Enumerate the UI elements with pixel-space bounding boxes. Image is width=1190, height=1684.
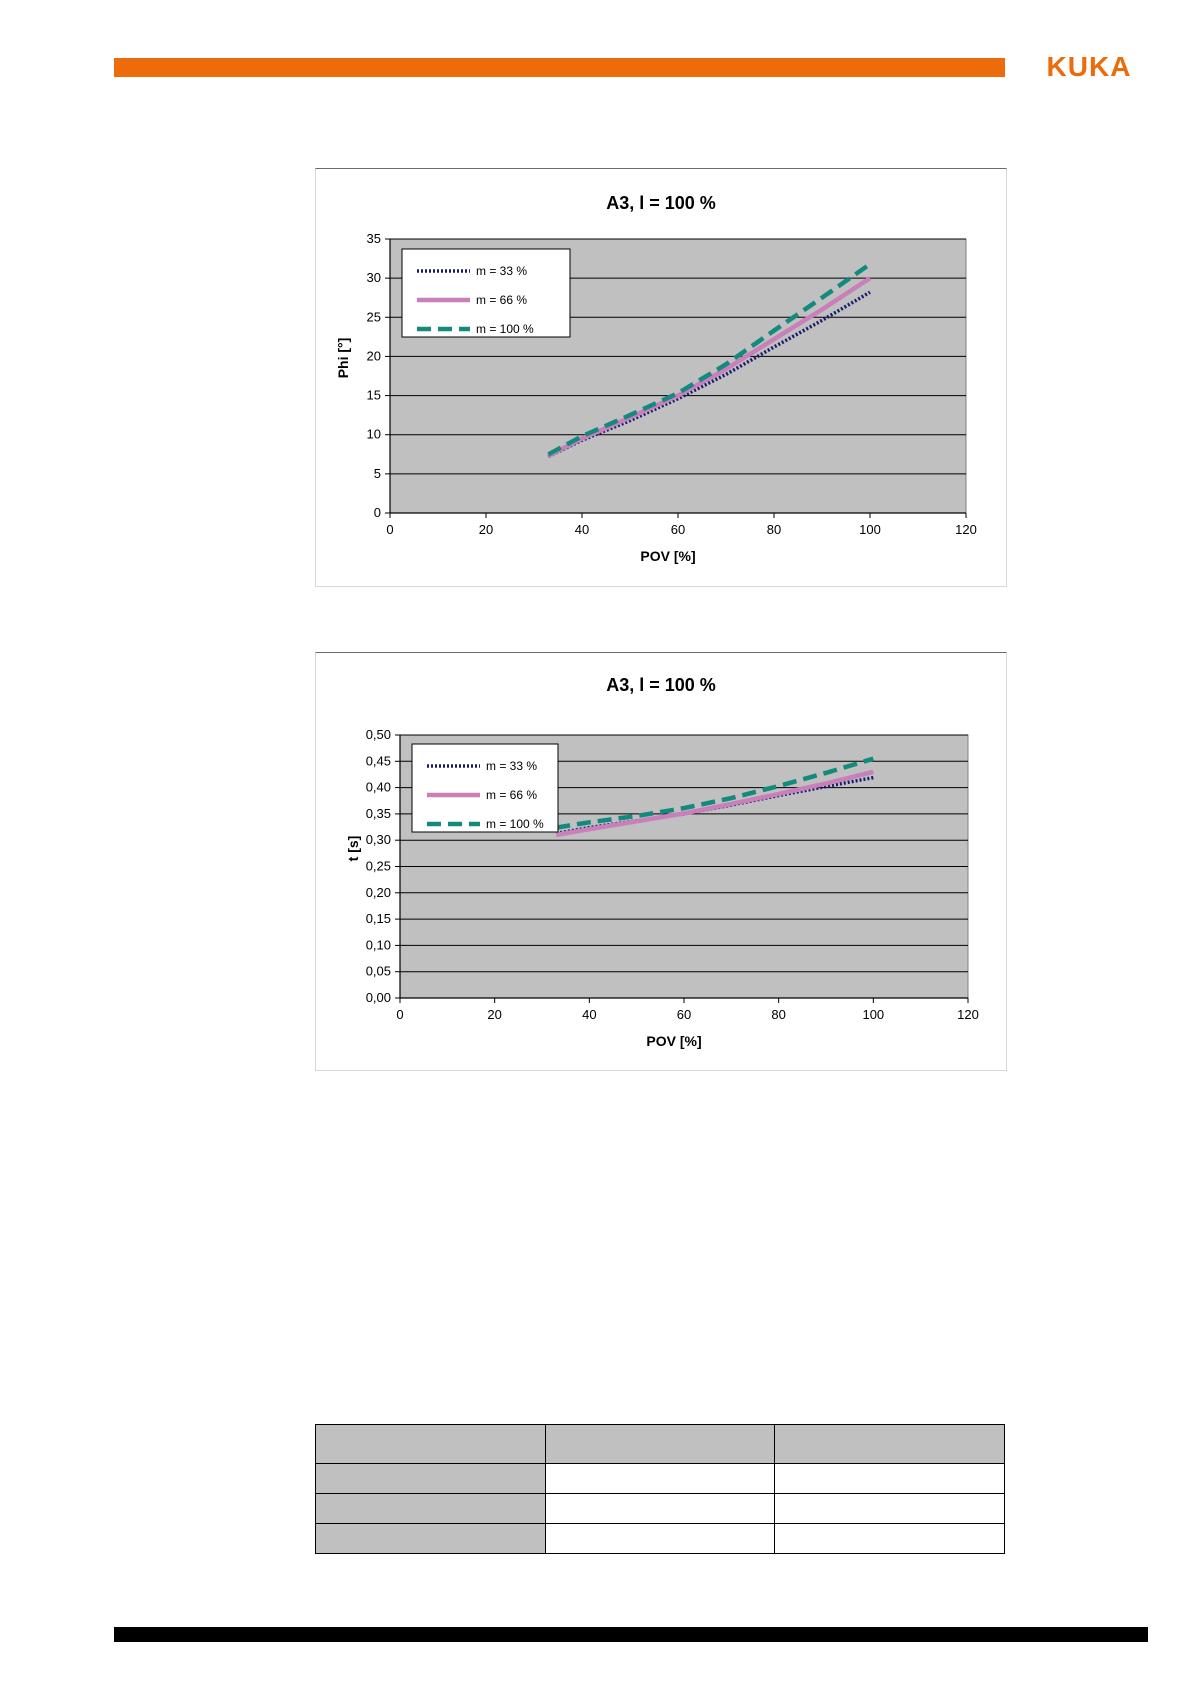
y-tick-label: 0,25: [366, 859, 391, 874]
legend-label-2: m = 66 %: [486, 788, 537, 802]
table-cell: [544, 1523, 776, 1554]
table-row: [315, 1463, 1005, 1494]
y-tick-label: 0,40: [366, 780, 391, 795]
y-tick-label: 10: [367, 427, 381, 442]
legend-label-2: m = 66 %: [476, 293, 527, 307]
table-cell: [774, 1493, 1005, 1524]
x-tick-label: 0: [396, 1007, 403, 1022]
table-header-cell: [544, 1424, 776, 1464]
table-cell: [544, 1463, 776, 1494]
y-tick-label: 15: [367, 388, 381, 403]
table-cell: [774, 1463, 1005, 1494]
header-accent-bar: [114, 58, 1005, 77]
y-tick-label: 30: [367, 270, 381, 285]
y-tick-label: 0,20: [366, 885, 391, 900]
table-row: [315, 1493, 1005, 1524]
legend-label-1: m = 33 %: [486, 759, 537, 773]
y-axis-title: t [s]: [345, 836, 361, 862]
y-tick-label: 35: [367, 231, 381, 246]
table-cell: [315, 1463, 546, 1494]
x-tick-label: 100: [862, 1007, 884, 1022]
series-line-3: [555, 756, 874, 830]
y-tick-label: 0,00: [366, 990, 391, 1005]
chart-time-svg: A3, l = 100 % 0,00 0,05 0,10 0,15 0,20 0,25 0,3…: [345, 675, 979, 1049]
x-tick-label: 80: [771, 1007, 785, 1022]
x-tick-label: 60: [671, 522, 685, 537]
chart-title: A3, l = 100 %: [606, 675, 716, 695]
chart-phi: A3, l = 100 % 0 5 10 15 20 25 30 35 0 20 40 60 80 100 1…: [315, 168, 1007, 587]
chart-time: A3, l = 100 % 0,00 0,05 0,10 0,15 0,20 0,25 0,3…: [315, 652, 1007, 1071]
table-cell: [774, 1523, 1005, 1554]
x-axis-title: POV [%]: [646, 1033, 701, 1049]
x-axis-title: POV [%]: [640, 548, 695, 564]
y-tick-label: 0: [374, 505, 381, 520]
legend-label-3: m = 100 %: [486, 817, 544, 831]
table-header-cell: [315, 1424, 546, 1464]
y-tick-label: 25: [367, 309, 381, 324]
chart-title: A3, l = 100 %: [606, 193, 716, 213]
series-line-1: [547, 290, 871, 459]
y-tick-label: 0,15: [366, 911, 391, 926]
x-tick-label: 120: [955, 522, 977, 537]
legend-label-1: m = 33 %: [476, 264, 527, 278]
x-tick-label: 60: [677, 1007, 691, 1022]
x-tick-label: 40: [575, 522, 589, 537]
kuka-logo: KUKA: [1046, 51, 1132, 82]
x-tick-label: 0: [386, 522, 393, 537]
y-tick-label: 0,35: [366, 806, 391, 821]
table-row: [315, 1523, 1005, 1554]
legend-box: [401, 248, 571, 338]
table-header-cell: [774, 1424, 1005, 1464]
series-line-3: [547, 262, 872, 457]
y-tick-label: 0,45: [366, 753, 391, 768]
x-tick-label: 100: [859, 522, 881, 537]
table-cell: [315, 1523, 546, 1554]
table-header-row: [315, 1424, 1005, 1464]
chart-phi-svg: A3, l = 100 % 0 5 10 15 20 25 30 35 0 20 40 60 80 100 1…: [335, 193, 977, 564]
y-tick-label: 5: [374, 466, 381, 481]
x-tick-label: 120: [957, 1007, 979, 1022]
legend-label-3: m = 100 %: [476, 322, 534, 336]
x-tick-label: 40: [582, 1007, 596, 1022]
y-tick-label: 0,30: [366, 832, 391, 847]
series-line-2: [555, 769, 874, 838]
y-axis-title: Phi [°]: [335, 338, 351, 379]
y-tick-label: 0,10: [366, 937, 391, 952]
data-table: [315, 1424, 1005, 1554]
x-tick-label: 20: [479, 522, 493, 537]
y-tick-label: 20: [367, 348, 381, 363]
y-tick-label: 0,50: [366, 727, 391, 742]
x-tick-label: 20: [487, 1007, 501, 1022]
footer-bar: [114, 1627, 1148, 1642]
table-cell: [315, 1493, 546, 1524]
table-cell: [544, 1493, 776, 1524]
legend-box: [411, 743, 559, 833]
y-tick-label: 0,05: [366, 964, 391, 979]
x-tick-label: 80: [767, 522, 781, 537]
